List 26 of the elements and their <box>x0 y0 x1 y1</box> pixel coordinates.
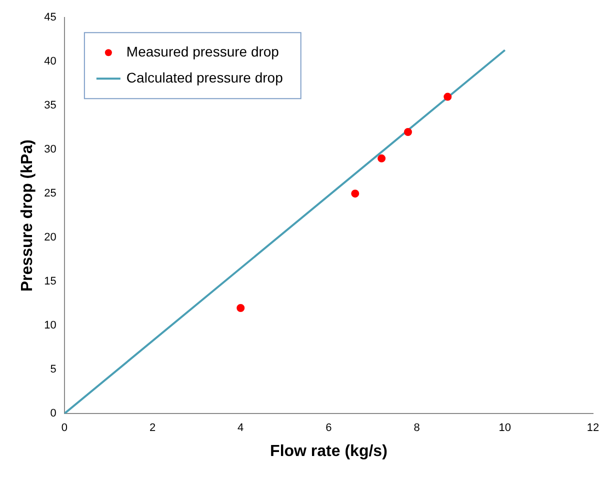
x-tick-label: 4 <box>238 422 244 434</box>
x-tick-label: 2 <box>149 422 156 434</box>
x-axis-title: Flow rate (kg/s) <box>270 442 388 460</box>
y-tick-label: 15 <box>44 276 56 288</box>
y-tick-label: 35 <box>44 100 56 112</box>
y-tick-label: 45 <box>44 12 56 24</box>
y-axis-title: Pressure drop (kPa) <box>19 140 36 292</box>
x-tick-label: 10 <box>498 422 512 434</box>
x-tick-label: 0 <box>61 422 68 434</box>
point <box>351 190 360 198</box>
y-tick-label: 30 <box>44 144 56 156</box>
point <box>404 128 412 136</box>
x-tick-label: 8 <box>414 422 420 434</box>
x-tick-label: 6 <box>326 422 332 434</box>
point <box>444 92 452 101</box>
x-tick-label: 12 <box>586 422 600 434</box>
y-tick-label: 0 <box>50 408 56 420</box>
y-tick-label: 40 <box>44 56 56 68</box>
point <box>378 154 386 162</box>
legend-label: Calculated pressure drop <box>126 69 284 86</box>
y-tick-label: 25 <box>44 188 56 200</box>
y-tick-label: 5 <box>50 364 56 376</box>
legend-label: Measured pressure drop <box>126 43 280 60</box>
y-tick-label: 20 <box>44 232 56 244</box>
point <box>236 304 245 312</box>
y-tick-label: 10 <box>44 320 56 332</box>
